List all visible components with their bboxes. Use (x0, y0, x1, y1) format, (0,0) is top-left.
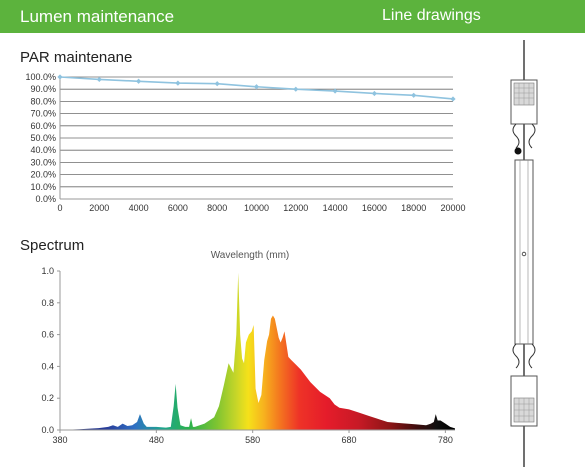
par-y-tick-label: 30.0% (30, 157, 56, 167)
par-x-tick-label: 20000 (440, 203, 465, 213)
spectrum-x-axis-label: Wavelength (mm) (211, 250, 290, 261)
lamp-bottom-lead-right (528, 343, 536, 369)
spectrum-fill (60, 272, 455, 430)
spectrum-y-tick-label: 0.0 (41, 425, 54, 435)
par-y-tick-label: 80.0% (30, 96, 56, 106)
par-data-point (57, 74, 63, 80)
par-y-tick-label: 100.0% (25, 72, 56, 82)
par-x-tick-label: 2000 (89, 203, 109, 213)
par-data-point (136, 78, 142, 84)
lamp-top-base-grid (514, 83, 534, 105)
par-y-tick-label: 0.0% (35, 194, 56, 204)
par-x-tick-label: 12000 (283, 203, 308, 213)
lamp-bottom-base-grid (514, 398, 534, 422)
par-x-tick-label: 10000 (244, 203, 269, 213)
par-data-point (96, 76, 102, 83)
par-series (57, 74, 456, 102)
par-data-point (214, 81, 220, 87)
par-x-tick-label: 0 (57, 203, 62, 213)
par-chart-title: PAR maintenane (20, 49, 133, 66)
par-y-tick-label: 60.0% (30, 121, 56, 131)
line-drawings-title: Line drawings (382, 7, 481, 24)
par-x-tick-label: 4000 (129, 203, 149, 213)
spectrum-chart-title: Spectrum (20, 237, 85, 254)
lumen-maintenance-title: Lumen maintenance (20, 7, 175, 26)
spectrum-x-tick-label: 680 (342, 435, 357, 445)
spectrum-y-tick-label: 1.0 (41, 266, 54, 276)
par-data-point (253, 84, 260, 90)
par-x-tick-label: 14000 (323, 203, 348, 213)
par-data-point (450, 96, 456, 102)
par-y-tick-label: 20.0% (30, 170, 56, 180)
par-y-tick-label: 50.0% (30, 133, 56, 143)
par-x-tick-label: 6000 (168, 203, 188, 213)
lamp-bottom-lead (512, 343, 520, 369)
header-bar: Lumen maintenance Line drawings (0, 0, 585, 33)
spectrum-x-tick-label: 380 (52, 435, 67, 445)
par-y-tick-label: 90.0% (30, 84, 56, 94)
par-grid (60, 76, 453, 200)
spectrum-y-tick-label: 0.6 (41, 330, 54, 340)
lamp-top-lead-right (528, 123, 536, 149)
par-y-tick-label: 40.0% (30, 145, 56, 155)
lamp-top-lead (512, 123, 520, 149)
par-data-point (293, 86, 299, 92)
lamp-getter (514, 147, 522, 155)
par-x-tick-label: 18000 (401, 203, 426, 213)
par-data-point (175, 80, 181, 86)
lamp-center-dot (521, 251, 527, 257)
par-y-tick-label: 70.0% (30, 109, 56, 119)
lamp-line-drawing (510, 40, 538, 467)
spectrum-x-tick-label: 780 (438, 435, 453, 445)
spectrum-x-tick-labels: 380 480 580 680 780 (52, 430, 453, 445)
spectrum-y-tick-labels: 0.0 0.2 0.4 0.6 0.8 1.0 (41, 266, 60, 435)
spectrum-y-tick-label: 0.4 (41, 361, 54, 371)
par-data-point (371, 90, 377, 97)
par-x-tick-labels: 0 2000 4000 6000 8000 10000 12000 14000 16000 180… (57, 203, 465, 213)
par-x-tick-label: 16000 (362, 203, 387, 213)
spectrum-y-tick-label: 0.2 (41, 393, 54, 403)
par-data-point (411, 92, 417, 98)
spectrum-x-tick-label: 480 (149, 435, 164, 445)
spectrum-area (60, 272, 455, 430)
par-y-tick-label: 10.0% (30, 182, 56, 192)
par-x-tick-label: 8000 (207, 203, 227, 213)
spectrum-y-tick-label: 0.8 (41, 298, 54, 308)
spectrum-x-tick-label: 580 (245, 435, 260, 445)
par-y-tick-labels: 0.0% 10.0% 20.0% 30.0% 40.0% 50.0% 60.0% 70.0% 8… (25, 72, 56, 204)
par-data-point (332, 88, 338, 94)
